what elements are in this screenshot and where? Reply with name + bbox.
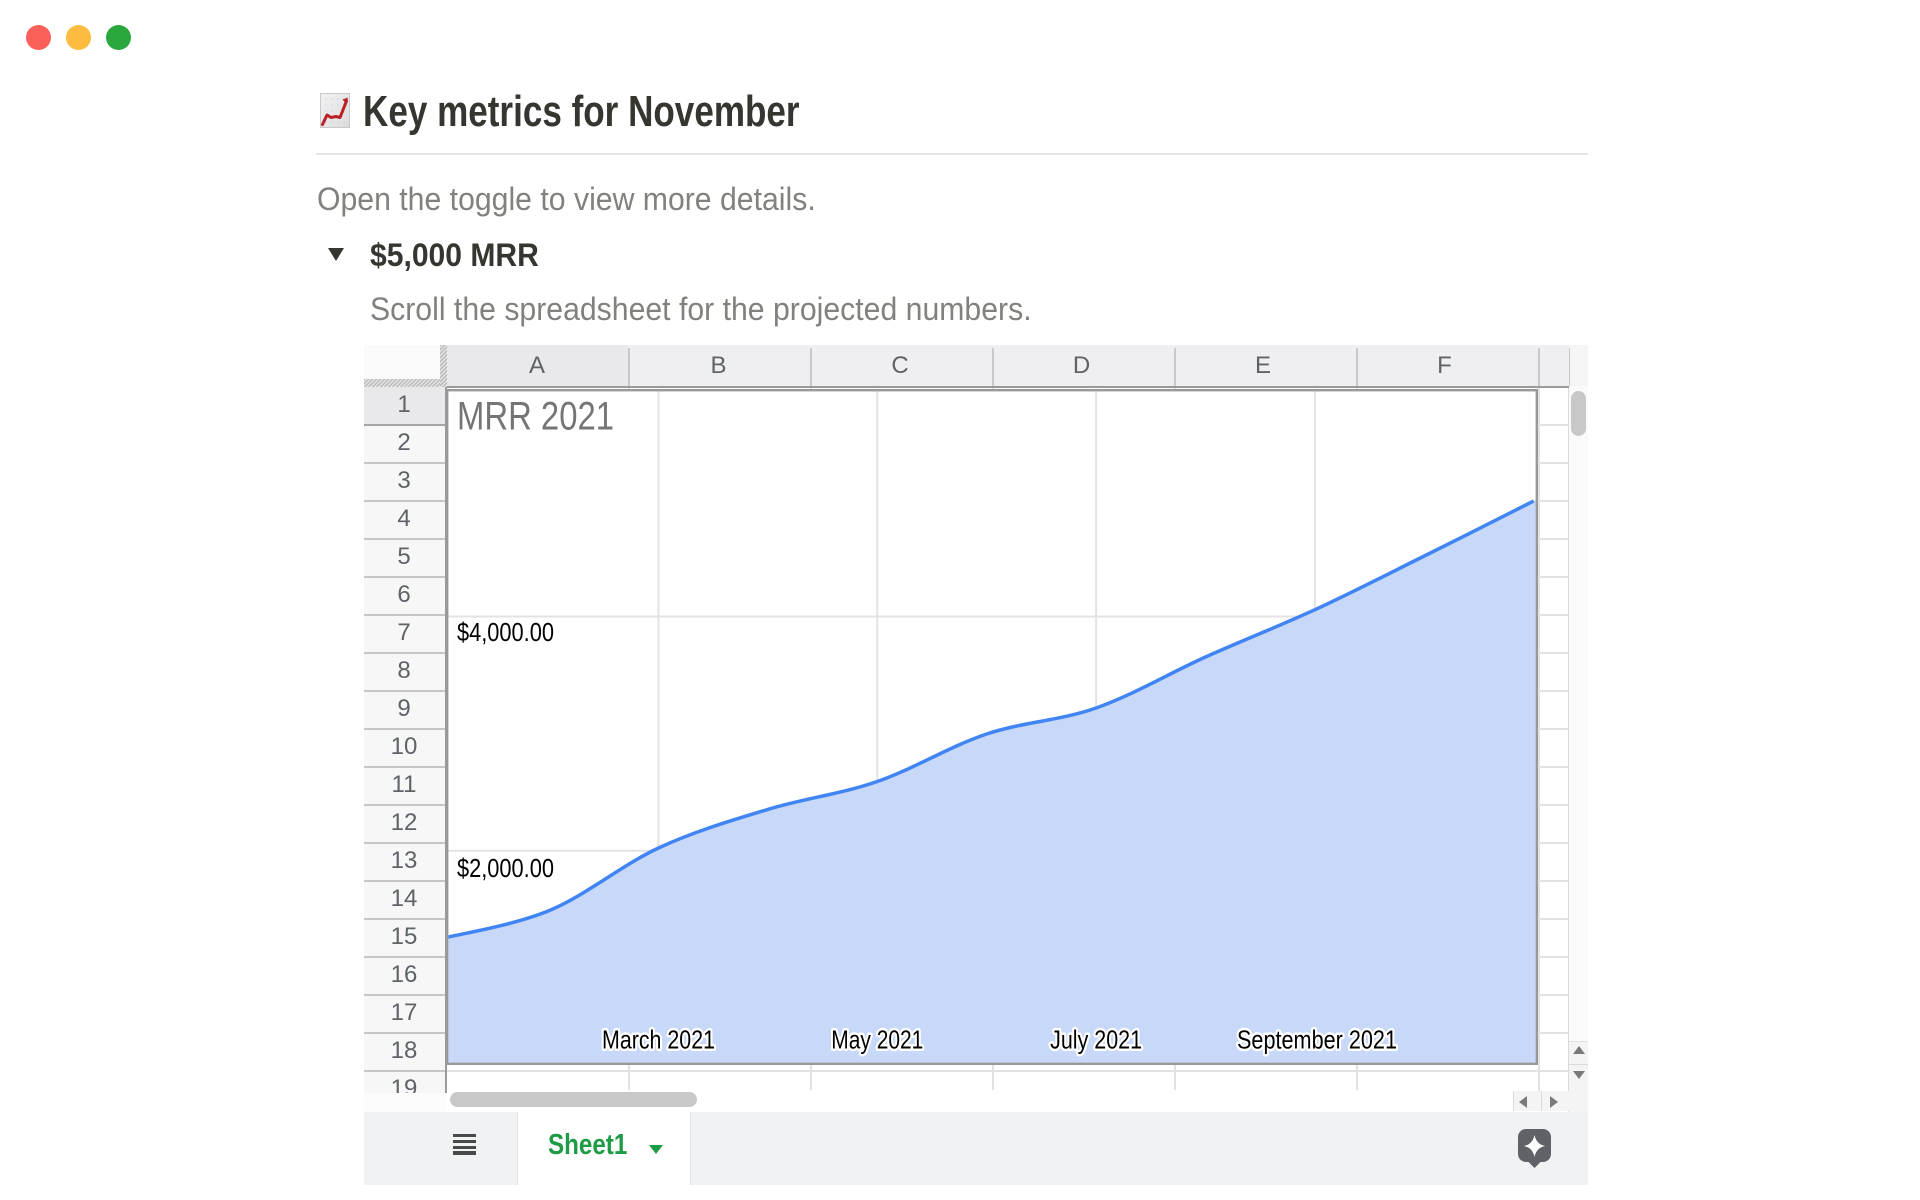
svg-text:September 2021: September 2021 <box>1237 1025 1397 1055</box>
svg-text:$4,000.00: $4,000.00 <box>457 617 554 647</box>
svg-text:July 2021: July 2021 <box>1050 1025 1142 1055</box>
svg-text:MRR 2021: MRR 2021 <box>457 395 614 439</box>
svg-text:May 2021: May 2021 <box>831 1025 923 1055</box>
svg-text:March 2021: March 2021 <box>602 1025 715 1055</box>
svg-text:$2,000.00: $2,000.00 <box>457 853 554 883</box>
